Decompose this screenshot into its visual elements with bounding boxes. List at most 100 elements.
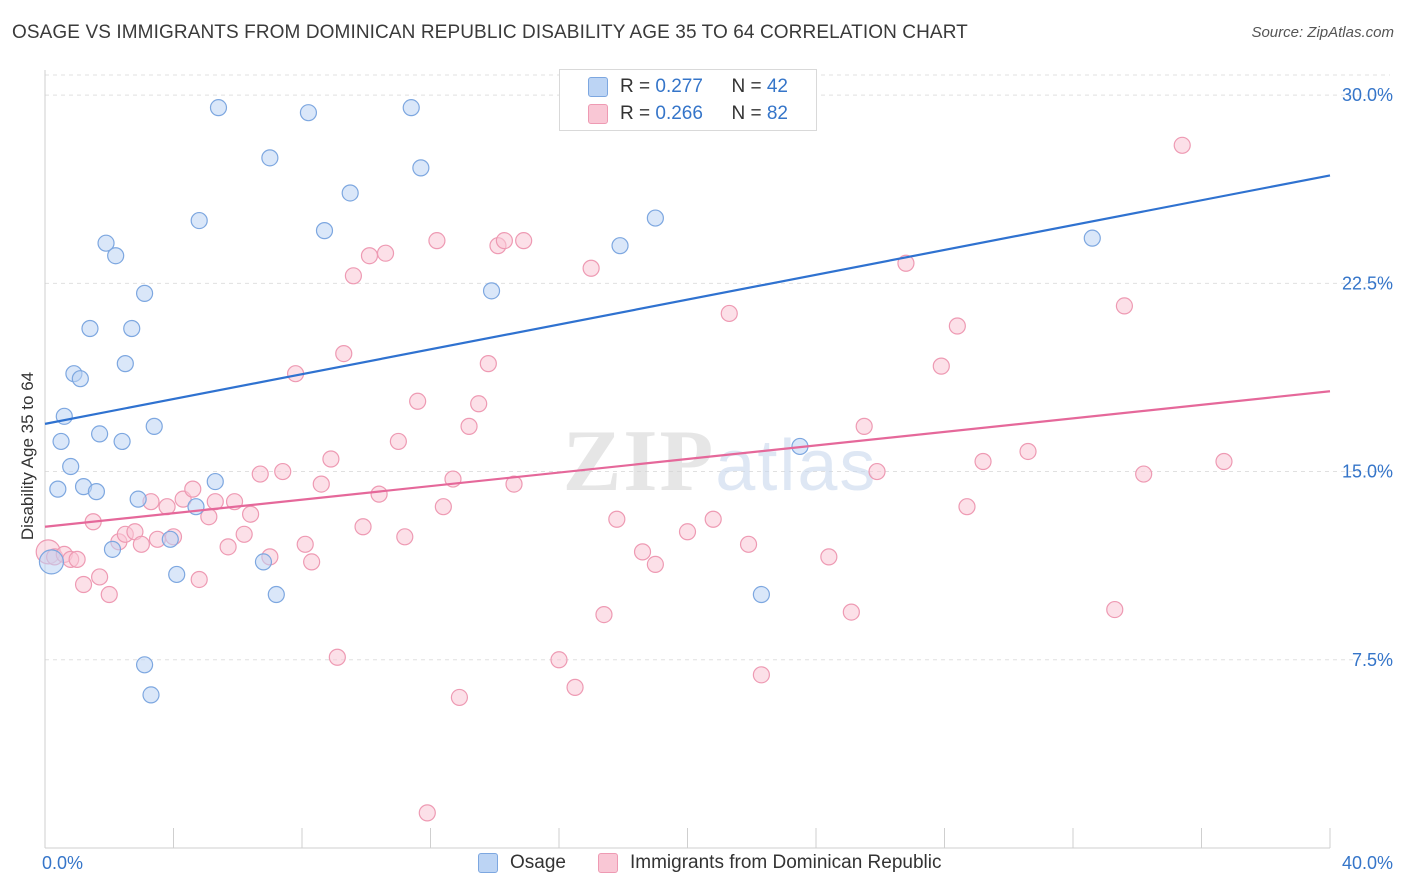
point-dominican-79: [1115, 297, 1134, 315]
point-dominican-74: [948, 317, 966, 335]
gridlines: [45, 74, 1390, 661]
source-credit: Source: ZipAtlas.com: [1251, 24, 1394, 41]
legend-label-osage: Osage: [510, 852, 566, 873]
point-dominican-51: [479, 355, 497, 373]
watermark: ZIPatlas: [563, 413, 878, 510]
legend-item-osage[interactable]: Osage: [478, 852, 566, 874]
trend-line-osage: [44, 174, 1331, 425]
point-dominican-40: [376, 244, 395, 262]
point-dominican-19: [190, 570, 208, 589]
point-osage-12: [103, 540, 122, 558]
legend-item-dominican[interactable]: Immigrants from Dominican Republic: [598, 852, 942, 874]
legend-r-label: R =: [620, 76, 656, 97]
point-dominican-81: [1173, 136, 1191, 154]
legend-swatch-dominican: [588, 104, 608, 124]
point-dominican-58: [582, 259, 600, 277]
point-dominican-66: [739, 535, 758, 553]
legend-n-label: N =: [731, 103, 767, 124]
legend-swatch-osage: [588, 77, 608, 97]
y-tick-label-3: 30.0%: [1342, 85, 1393, 105]
point-dominican-71: [868, 462, 886, 481]
point-dominican-50: [470, 395, 488, 413]
point-dominican-48: [450, 688, 469, 707]
point-dominican-4: [68, 550, 86, 568]
point-dominican-63: [678, 523, 697, 541]
point-osage-36: [482, 282, 501, 300]
point-dominican-64: [704, 510, 722, 528]
point-dominican-67: [752, 666, 770, 684]
point-dominican-31: [303, 553, 321, 571]
point-osage-22: [161, 530, 179, 548]
point-dominican-54: [505, 475, 523, 493]
point-osage-32: [315, 222, 334, 240]
point-dominican-22: [219, 538, 237, 556]
point-dominican-38: [360, 247, 379, 265]
point-osage-4: [62, 457, 80, 476]
point-dominican-46: [434, 498, 452, 516]
y-tick-label-1: 15.0%: [1342, 462, 1393, 482]
legend-label-dominican: Immigrants from Dominican Republic: [630, 852, 942, 873]
point-osage-30: [267, 585, 285, 604]
point-osage-11: [97, 234, 115, 252]
point-osage-21: [145, 417, 163, 435]
point-dominican-82: [1215, 452, 1233, 471]
point-dominican-25: [242, 505, 260, 523]
point-osage-33: [341, 184, 359, 202]
y-tick-label-0: 7.5%: [1352, 650, 1393, 670]
point-osage-13: [107, 247, 125, 265]
point-dominican-73: [932, 357, 950, 375]
trend-line-dominican: [44, 390, 1331, 528]
point-dominican-12: [132, 535, 150, 553]
tick-labels: 7.5% 15.0% 22.5% 30.0% 0.0% 40.0%: [42, 85, 1393, 873]
point-dominican-62: [646, 555, 664, 574]
point-dominican-68: [820, 548, 838, 566]
point-dominican-49: [460, 417, 478, 435]
point-osage-16: [123, 319, 141, 338]
point-osage-41: [1083, 229, 1101, 247]
legend-n-value-dominican: 82: [766, 103, 788, 124]
point-dominican-36: [344, 267, 362, 285]
legend-swatch-dominican: [598, 853, 618, 873]
series-legend: Osage Immigrants from Dominican Republic: [0, 852, 1406, 878]
point-dominican-69: [842, 603, 860, 621]
point-dominican-24: [235, 525, 253, 543]
point-osage-25: [190, 211, 208, 230]
watermark-atlas: atlas: [715, 426, 877, 506]
point-dominican-61: [633, 543, 652, 561]
point-osage-1: [49, 480, 67, 498]
legend-r-value-dominican: 0.266: [655, 103, 703, 124]
point-dominican-34: [328, 648, 346, 666]
legend-r-value-osage: 0.277: [655, 76, 703, 97]
point-dominican-57: [566, 678, 584, 696]
point-dominican-35: [335, 344, 353, 363]
point-dominican-33: [322, 450, 340, 468]
point-dominican-76: [974, 452, 992, 471]
point-dominican-77: [1019, 442, 1037, 461]
x-tick-label-0: 0.0%: [42, 853, 83, 873]
point-dominican-39: [370, 485, 388, 503]
point-osage-26: [206, 472, 224, 491]
point-dominican-44: [418, 804, 436, 822]
point-dominican-78: [1106, 600, 1124, 619]
point-dominican-53: [495, 232, 513, 250]
point-dominican-28: [274, 462, 292, 481]
point-dominican-41: [389, 432, 407, 451]
point-osage-37: [611, 237, 629, 255]
chart-title: OSAGE VS IMMIGRANTS FROM DOMINICAN REPUB…: [12, 22, 968, 43]
point-dominican-59: [595, 605, 613, 624]
point-osage-19: [135, 656, 154, 674]
point-osage-39: [752, 585, 770, 604]
point-dominican-26: [251, 465, 269, 483]
point-dominican-42: [396, 528, 414, 546]
point-osage-28: [254, 553, 273, 571]
point-dominican-75: [958, 498, 976, 516]
point-osage-6: [71, 370, 89, 388]
point-osage-10: [91, 425, 109, 443]
trend-lines: [44, 174, 1331, 528]
point-osage-17: [129, 490, 147, 508]
point-dominican-8: [100, 585, 118, 604]
point-osage-38: [646, 209, 664, 227]
point-dominican-18: [184, 480, 202, 498]
point-dominican-70: [855, 417, 873, 435]
